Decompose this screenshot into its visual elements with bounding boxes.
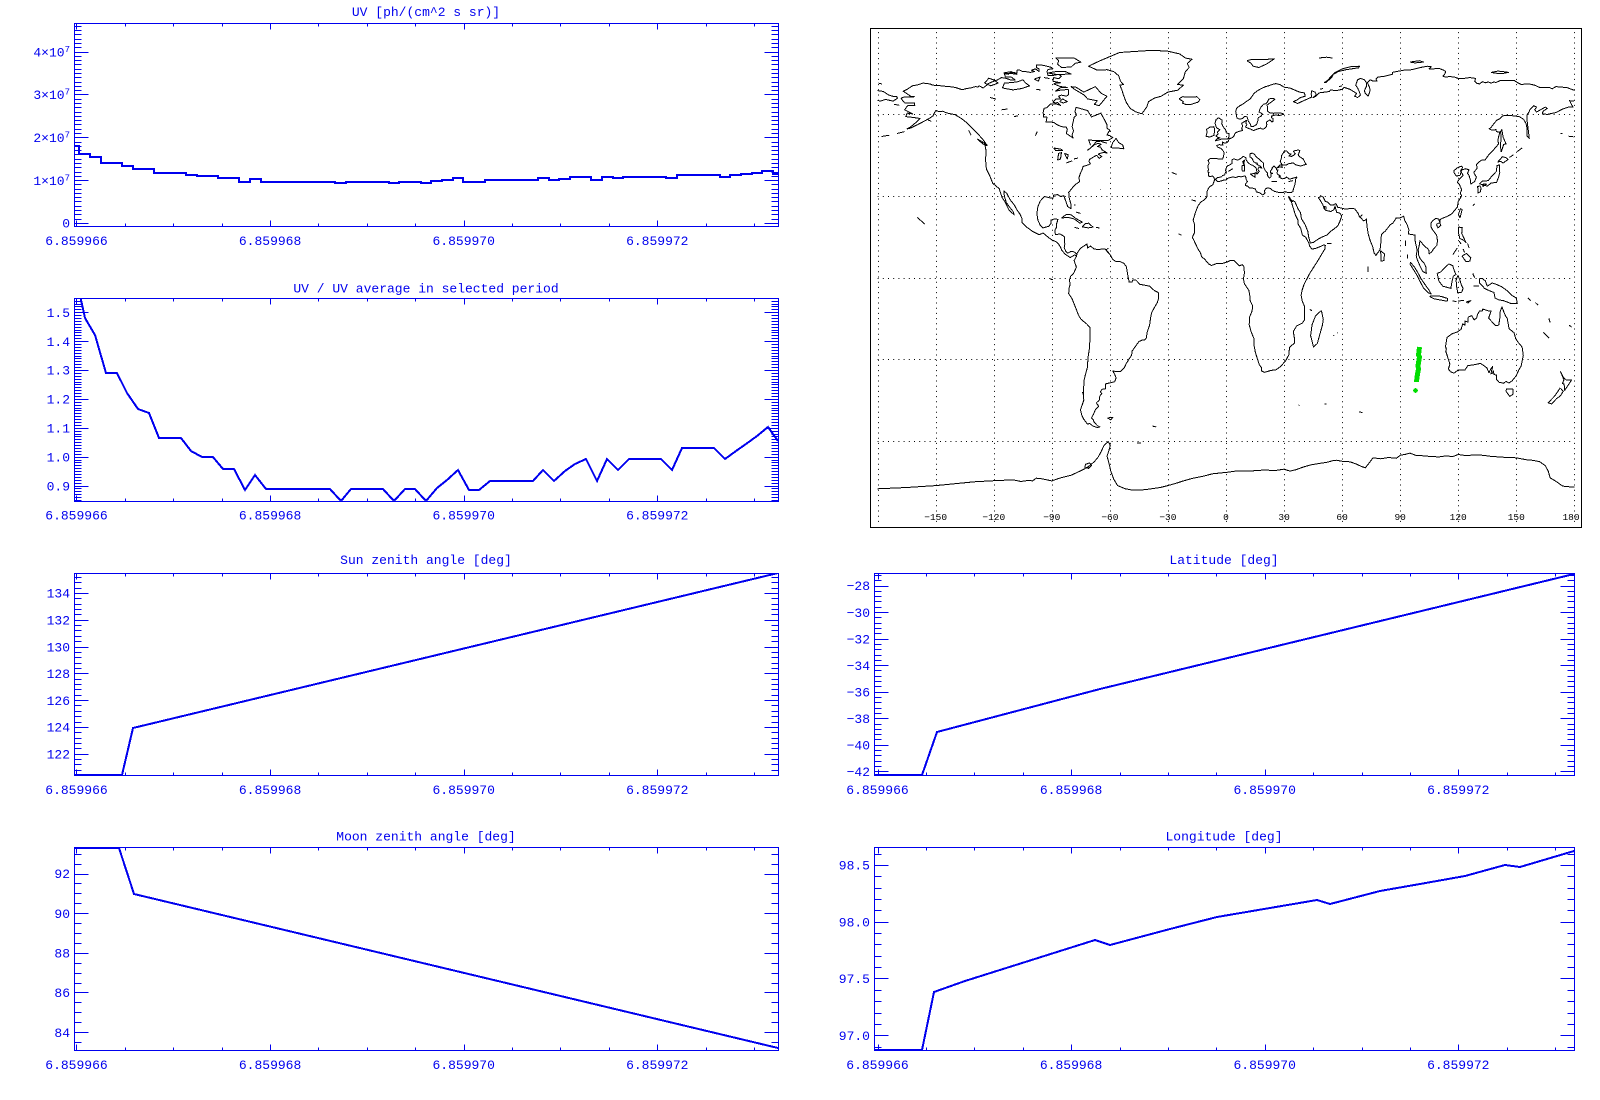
svg-text:130: 130 bbox=[47, 640, 70, 655]
svg-text:120: 120 bbox=[1450, 512, 1467, 523]
svg-text:Sun zenith angle [deg]: Sun zenith angle [deg] bbox=[340, 553, 512, 568]
svg-text:132: 132 bbox=[47, 614, 70, 629]
svg-text:6.859966: 6.859966 bbox=[45, 508, 107, 523]
svg-text:6.859972: 6.859972 bbox=[1427, 783, 1489, 798]
svg-text:Moon zenith angle [deg]: Moon zenith angle [deg] bbox=[336, 830, 515, 845]
svg-text:−36: −36 bbox=[847, 685, 870, 700]
svg-text:6.859966: 6.859966 bbox=[45, 1058, 107, 1073]
svg-text:6.859970: 6.859970 bbox=[432, 234, 494, 249]
svg-text:UV [ph/(cm^2 s sr)]: UV [ph/(cm^2 s sr)] bbox=[352, 5, 500, 20]
svg-text:6.859972: 6.859972 bbox=[1427, 1058, 1489, 1073]
svg-text:−38: −38 bbox=[847, 712, 870, 727]
svg-text:6.859966: 6.859966 bbox=[846, 1058, 908, 1073]
svg-text:97.0: 97.0 bbox=[839, 1029, 870, 1044]
svg-text:6.859968: 6.859968 bbox=[1040, 1058, 1102, 1073]
svg-text:6.859970: 6.859970 bbox=[432, 1058, 494, 1073]
svg-text:1×107: 1×107 bbox=[33, 173, 70, 189]
svg-text:88: 88 bbox=[54, 947, 70, 962]
svg-text:97.5: 97.5 bbox=[839, 972, 870, 987]
svg-text:−32: −32 bbox=[847, 632, 870, 647]
svg-text:6.859968: 6.859968 bbox=[239, 783, 301, 798]
svg-text:6.859966: 6.859966 bbox=[846, 783, 908, 798]
svg-text:98.0: 98.0 bbox=[839, 916, 870, 931]
svg-text:1.0: 1.0 bbox=[47, 450, 70, 465]
svg-text:6.859972: 6.859972 bbox=[626, 783, 688, 798]
svg-text:6.859968: 6.859968 bbox=[239, 1058, 301, 1073]
svg-text:126: 126 bbox=[47, 694, 70, 709]
svg-text:6.859972: 6.859972 bbox=[626, 508, 688, 523]
svg-text:6.859970: 6.859970 bbox=[432, 508, 494, 523]
svg-text:−34: −34 bbox=[847, 659, 871, 674]
svg-text:134: 134 bbox=[47, 587, 71, 602]
svg-text:124: 124 bbox=[47, 721, 71, 736]
svg-text:150: 150 bbox=[1508, 512, 1525, 523]
svg-text:128: 128 bbox=[47, 667, 70, 682]
svg-text:1.3: 1.3 bbox=[47, 364, 70, 379]
svg-text:−42: −42 bbox=[847, 765, 870, 780]
svg-text:4×107: 4×107 bbox=[33, 45, 70, 61]
svg-text:1.5: 1.5 bbox=[47, 306, 70, 321]
svg-text:6.859968: 6.859968 bbox=[1040, 783, 1102, 798]
svg-text:6.859966: 6.859966 bbox=[45, 234, 107, 249]
svg-text:Longitude [deg]: Longitude [deg] bbox=[1165, 830, 1282, 845]
svg-text:92: 92 bbox=[54, 867, 70, 882]
svg-text:6.859968: 6.859968 bbox=[239, 234, 301, 249]
svg-text:6.859972: 6.859972 bbox=[626, 234, 688, 249]
svg-text:1.2: 1.2 bbox=[47, 393, 70, 408]
svg-text:0: 0 bbox=[62, 217, 70, 232]
svg-text:2×107: 2×107 bbox=[33, 130, 70, 146]
svg-text:−150: −150 bbox=[924, 512, 947, 523]
svg-text:6.859968: 6.859968 bbox=[239, 508, 301, 523]
svg-text:30: 30 bbox=[1278, 512, 1290, 523]
svg-text:6.859972: 6.859972 bbox=[626, 1058, 688, 1073]
svg-text:98.5: 98.5 bbox=[839, 859, 870, 874]
svg-text:Latitude [deg]: Latitude [deg] bbox=[1169, 553, 1278, 568]
svg-text:6.859970: 6.859970 bbox=[1233, 1058, 1295, 1073]
svg-text:122: 122 bbox=[47, 747, 70, 762]
svg-text:6.859970: 6.859970 bbox=[1233, 783, 1295, 798]
svg-text:UV / UV average in selected pe: UV / UV average in selected period bbox=[293, 282, 558, 297]
svg-text:−60: −60 bbox=[1101, 512, 1118, 523]
svg-text:−90: −90 bbox=[1043, 512, 1060, 523]
svg-text:−28: −28 bbox=[847, 579, 870, 594]
svg-text:6.859970: 6.859970 bbox=[432, 783, 494, 798]
svg-text:60: 60 bbox=[1336, 512, 1348, 523]
svg-text:90: 90 bbox=[54, 907, 70, 922]
svg-text:1.1: 1.1 bbox=[47, 422, 71, 437]
svg-text:0.9: 0.9 bbox=[47, 479, 70, 494]
svg-text:3×107: 3×107 bbox=[33, 88, 70, 104]
svg-text:−30: −30 bbox=[1159, 512, 1176, 523]
svg-text:6.859966: 6.859966 bbox=[45, 783, 107, 798]
svg-text:−40: −40 bbox=[847, 739, 870, 754]
svg-text:86: 86 bbox=[54, 986, 70, 1001]
svg-text:1.4: 1.4 bbox=[47, 335, 71, 350]
svg-text:−30: −30 bbox=[847, 606, 870, 621]
svg-text:−120: −120 bbox=[982, 512, 1005, 523]
svg-text:180: 180 bbox=[1562, 512, 1579, 523]
svg-text:90: 90 bbox=[1394, 512, 1406, 523]
svg-text:0: 0 bbox=[1223, 512, 1229, 523]
svg-text:84: 84 bbox=[54, 1026, 70, 1041]
